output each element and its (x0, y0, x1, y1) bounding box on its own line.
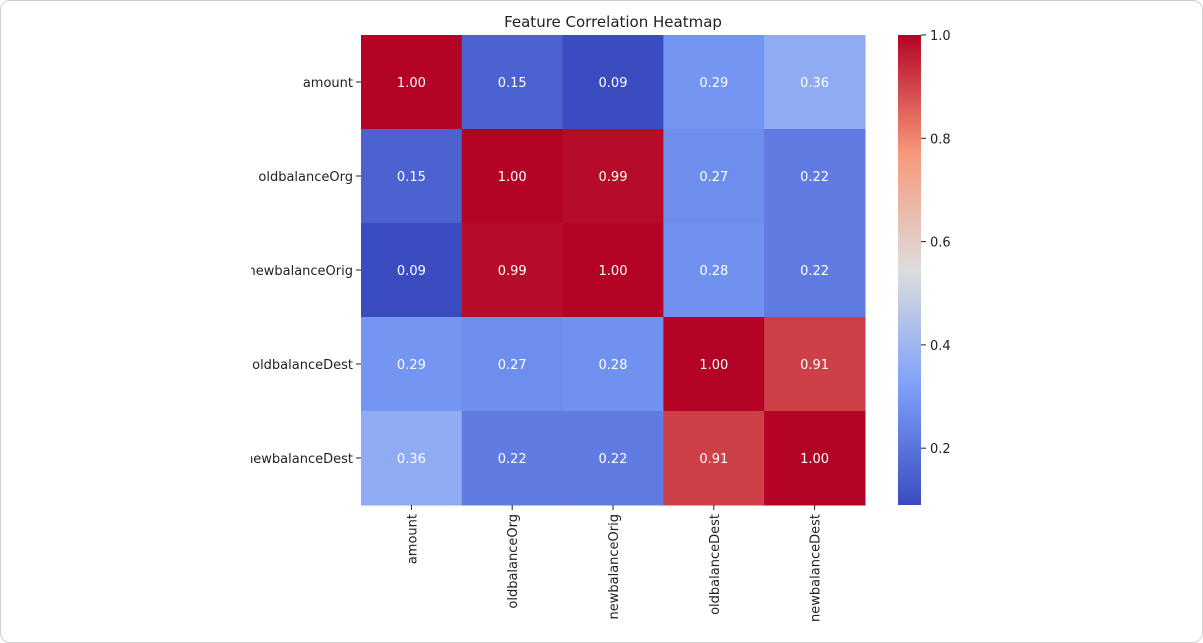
cell-value-label: 0.22 (800, 264, 829, 279)
colorbar-tick-label: 0.6 (930, 236, 951, 251)
y-tick-label: amount (303, 76, 353, 91)
heatmap-cell (562, 129, 664, 224)
x-tick-label: oldbalanceOrg (506, 514, 521, 609)
y-tick-label: oldbalanceDest (252, 358, 353, 373)
heatmap-cell (361, 129, 463, 224)
cell-value-label: 1.00 (699, 358, 728, 373)
heatmap-cell (663, 317, 765, 412)
cell-value-label: 0.91 (699, 452, 728, 467)
heatmap-cell (764, 129, 866, 224)
heatmap-cell (562, 223, 664, 318)
heatmap-cell (361, 411, 463, 506)
heatmap-cell (461, 223, 564, 318)
cell-value-label: 0.91 (800, 358, 829, 373)
chart-title: Feature Correlation Heatmap (504, 13, 722, 31)
y-tick-labels: amount oldbalanceOrg newbalanceOrig oldbala… (245, 76, 361, 467)
heatmap-cell (461, 411, 564, 506)
heatmap-cell (764, 317, 866, 412)
heatmap-cell (764, 411, 866, 506)
x-tick-labels: amount oldbalanceOrg newbalanceOrig oldbala… (405, 505, 824, 622)
cell-value-label: 0.99 (599, 170, 628, 185)
cell-value-label: 0.28 (599, 358, 628, 373)
heatmap-cell (361, 35, 463, 130)
cell-value-label: 0.27 (498, 358, 527, 373)
cell-value-label: 0.29 (699, 76, 728, 91)
heatmap-cell (461, 317, 564, 412)
cell-value-label: 0.29 (397, 358, 426, 373)
x-tick-label: newbalanceOrig (607, 514, 622, 620)
colorbar: 0.2 0.4 0.6 0.8 1.0 (898, 29, 951, 505)
cell-value-label: 0.28 (699, 264, 728, 279)
x-tick-label: amount (405, 514, 420, 564)
cell-value-label: 0.22 (498, 452, 527, 467)
cell-value-label: 0.36 (800, 76, 829, 91)
colorbar-tick-label: 0.2 (930, 442, 951, 457)
heatmap-cell (663, 35, 765, 130)
cell-value-label: 0.27 (699, 170, 728, 185)
heatmap-cell (361, 223, 463, 318)
cell-value-label: 0.36 (397, 452, 426, 467)
heatmap-cell (663, 411, 765, 506)
cell-value-label: 0.15 (498, 76, 527, 91)
cell-value-label: 0.09 (599, 76, 628, 91)
heatmap-cell (764, 35, 866, 130)
y-tick-label: newbalanceDest (245, 452, 353, 467)
heatmap-cell (663, 129, 765, 224)
cell-value-label: 0.22 (800, 170, 829, 185)
cell-value-label: 0.09 (397, 264, 426, 279)
heatmap-cells: 1.00 0.15 0.09 0.29 0.36 0.15 1.00 0.99 0.27 0.22… (361, 35, 866, 506)
y-tick-label: newbalanceOrig (248, 264, 354, 279)
y-tick-label: oldbalanceOrg (258, 170, 353, 185)
cell-value-label: 1.00 (397, 76, 426, 91)
colorbar-tick-label: 0.4 (930, 339, 951, 354)
colorbar-gradient (898, 35, 921, 505)
heatmap-cell (562, 35, 664, 130)
cell-value-label: 0.99 (498, 264, 527, 279)
colorbar-tick-label: 0.8 (930, 132, 951, 147)
cell-value-label: 1.00 (498, 170, 527, 185)
heatmap-cell (663, 223, 765, 318)
cell-value-label: 0.22 (599, 452, 628, 467)
cell-value-label: 1.00 (800, 452, 829, 467)
heatmap-cell (461, 129, 564, 224)
heatmap-cell (562, 411, 664, 506)
heatmap-cell (764, 223, 866, 318)
heatmap-cell (562, 317, 664, 412)
heatmap-cell (461, 35, 564, 130)
x-tick-label: newbalanceDest (809, 514, 824, 622)
colorbar-tick-label: 1.0 (930, 29, 951, 44)
cell-value-label: 1.00 (599, 264, 628, 279)
heatmap-cell (361, 317, 463, 412)
x-tick-label: oldbalanceDest (708, 514, 723, 615)
cell-value-label: 0.15 (397, 170, 426, 185)
